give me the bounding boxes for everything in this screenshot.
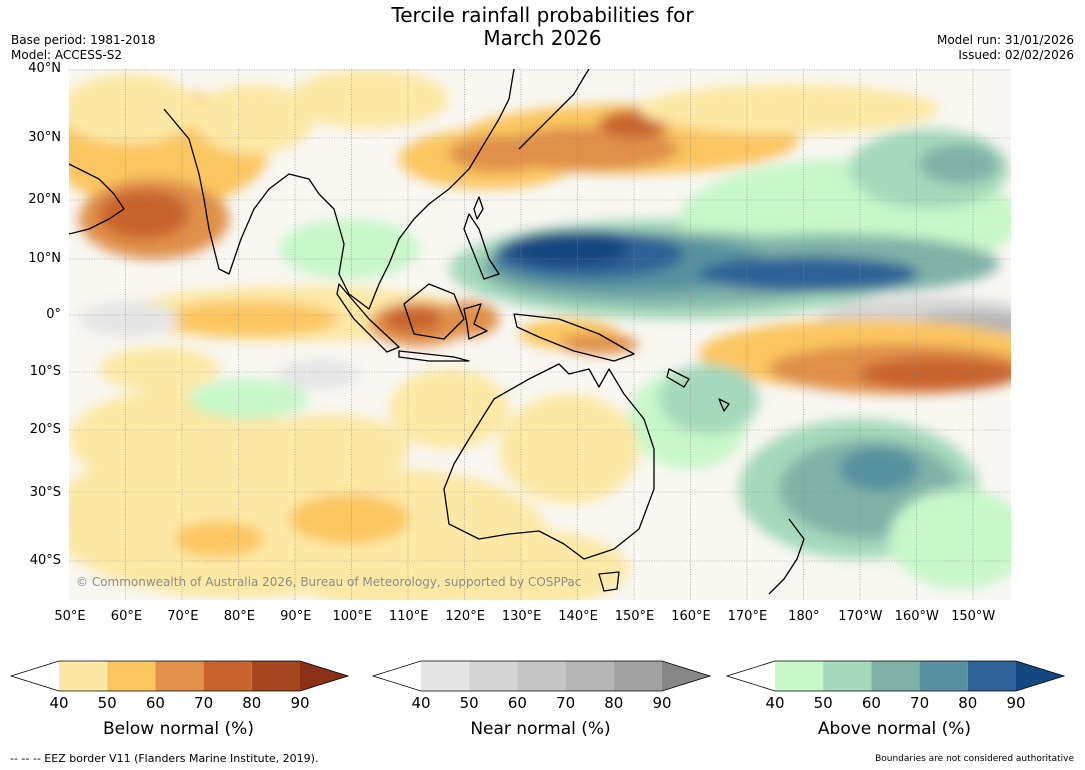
colorbar-cell xyxy=(469,661,518,691)
lat-label: 40°S xyxy=(29,553,61,568)
lat-label: 40°N xyxy=(28,61,61,76)
colorbar-tick: 70 xyxy=(910,694,930,712)
colorbar-tick: 90 xyxy=(290,694,310,712)
colorbar-tick: 40 xyxy=(765,694,785,712)
lat-label: 30°S xyxy=(29,485,61,500)
lon-label: 150°W xyxy=(951,609,996,624)
colorbar-cell xyxy=(823,661,872,691)
lat-label: 20°N xyxy=(28,192,61,207)
colorbar-cell xyxy=(517,661,566,691)
boundary-disclaimer: Boundaries are not considered authoritat… xyxy=(875,754,1074,764)
meta-right: Model run: 31/01/2026 Issued: 02/02/2026 xyxy=(937,33,1074,63)
lon-label: 140°E xyxy=(558,609,598,624)
map-svg xyxy=(69,69,1011,600)
colorbar-extend-high xyxy=(1016,661,1064,691)
colorbar-tick: 40 xyxy=(411,694,431,712)
colorbar-tick: 60 xyxy=(507,694,527,712)
coastlines xyxy=(69,69,805,595)
colorbar-tick: 70 xyxy=(556,694,576,712)
colorbar-cell xyxy=(251,661,300,691)
lat-label: 30°N xyxy=(28,130,61,145)
issued-date: Issued: 02/02/2026 xyxy=(958,48,1074,62)
colorbar-tick: 80 xyxy=(604,694,624,712)
colorbar-extend-high xyxy=(300,661,348,691)
colorbar-tick: 40 xyxy=(49,694,69,712)
lon-label: 70°E xyxy=(167,609,199,624)
lat-label: 10°N xyxy=(28,251,61,266)
lon-label: 170°E xyxy=(727,609,768,624)
model-run: Model run: 31/01/2026 xyxy=(936,33,1074,47)
colorbar-cell xyxy=(565,661,614,691)
colorbar-2 xyxy=(726,660,1065,692)
title-line-2: March 2026 xyxy=(483,26,602,50)
graticule xyxy=(69,69,1011,600)
colorbar-cell xyxy=(203,661,252,691)
lon-label: 170°W xyxy=(838,609,883,624)
colorbar-tick: 90 xyxy=(1006,694,1026,712)
colorbar-1 xyxy=(372,660,711,692)
lat-label: 20°S xyxy=(29,422,61,437)
lon-label: 110°E xyxy=(388,609,429,624)
colorbar-cell xyxy=(871,661,920,691)
colorbar-cell xyxy=(613,661,662,691)
probability-map xyxy=(69,69,1011,600)
lon-label: 60°E xyxy=(110,609,143,624)
colorbar-tick: 70 xyxy=(194,694,214,712)
colorbar-extend-low xyxy=(727,661,775,691)
model-name: Model: ACCESS-S2 xyxy=(11,48,123,62)
lon-label: 180° xyxy=(788,609,820,624)
colorbar-cell xyxy=(919,661,968,691)
map-title: Tercile rainfall probabilities for March… xyxy=(0,4,1085,50)
colorbar-tick: 50 xyxy=(97,694,117,712)
eez-footnote: -- -- -- EEZ border V11 (Flanders Marine… xyxy=(10,752,319,765)
colorbar-0 xyxy=(10,660,349,692)
colorbar-cell xyxy=(775,661,824,691)
colorbar-tick: 60 xyxy=(145,694,165,712)
lat-label: 0° xyxy=(46,307,61,322)
colorbar-tick: 80 xyxy=(958,694,978,712)
lon-label: 150°E xyxy=(614,609,655,624)
colorbar-cell xyxy=(421,661,470,691)
lon-label: 120°E xyxy=(445,609,485,624)
lon-label: 160°E xyxy=(671,609,711,624)
lon-label: 160°W xyxy=(894,609,939,624)
colorbar-title: Near normal (%) xyxy=(470,719,611,739)
colorbar-tick: 80 xyxy=(242,694,262,712)
colorbar-cell xyxy=(107,661,156,691)
lon-label: 100°E xyxy=(332,609,373,624)
colorbar-extend-high xyxy=(662,661,710,691)
colorbar-cell xyxy=(155,661,204,691)
colorbar-tick: 90 xyxy=(652,694,672,712)
colorbar-extend-low xyxy=(373,661,421,691)
title-line-1: Tercile rainfall probabilities for xyxy=(391,3,694,27)
lon-label: 50°E xyxy=(54,609,86,624)
lon-label: 90°E xyxy=(280,609,312,624)
lon-label: 130°E xyxy=(501,609,542,624)
colorbar-extend-low xyxy=(11,661,59,691)
probability-shading xyxy=(69,69,1011,600)
colorbar-tick: 50 xyxy=(813,694,833,712)
meta-left: Base period: 1981-2018 Model: ACCESS-S2 xyxy=(11,33,156,63)
lat-label: 10°S xyxy=(29,364,61,379)
colorbar-tick: 50 xyxy=(459,694,479,712)
colorbar-tick: 60 xyxy=(861,694,881,712)
colorbar-title: Above normal (%) xyxy=(817,719,972,739)
colorbar-cell xyxy=(967,661,1016,691)
copyright-text: © Commonwealth of Australia 2026, Bureau… xyxy=(76,575,582,589)
colorbar-cell xyxy=(59,661,108,691)
lon-label: 80°E xyxy=(223,609,255,624)
colorbar-title: Below normal (%) xyxy=(103,719,254,739)
base-period: Base period: 1981-2018 xyxy=(11,33,156,47)
